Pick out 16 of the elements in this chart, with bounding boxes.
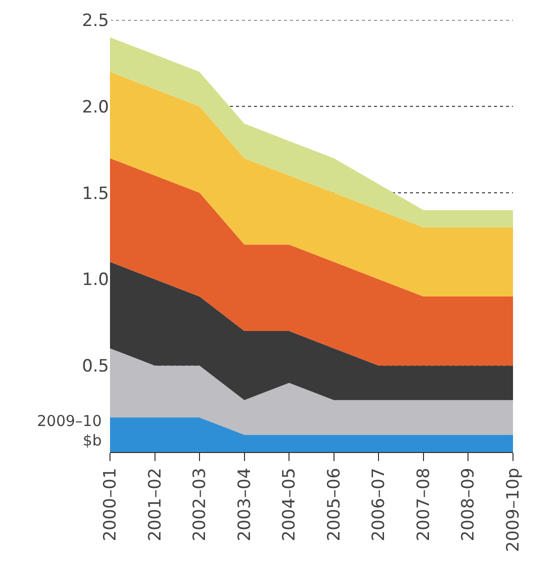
x-tick-label: 2006–07 [369,468,390,542]
y-tick-label: 2.0 [82,97,109,118]
y-tick-label: 1.5 [82,184,109,204]
x-tick-label: 2003–04 [234,468,255,542]
x-tick-label: 2008–09 [458,468,479,542]
x-tick-label: 2009–10p [504,468,524,552]
y-axis-title: 2009–10 $b [37,412,102,450]
x-tick-label: 2007–08 [414,468,434,542]
x-tick-label: 2004–05 [280,468,300,542]
y-tick-label: 2.5 [82,10,109,31]
y-tick-label: 1.0 [82,270,109,290]
x-tick-label: 2001–02 [145,468,166,542]
x-tick-label: 2005–06 [324,468,344,542]
x-tick-label: 2002–03 [190,468,210,542]
x-tick-label: 2000–01 [100,468,121,542]
y-tick-label: 0.5 [82,356,109,377]
